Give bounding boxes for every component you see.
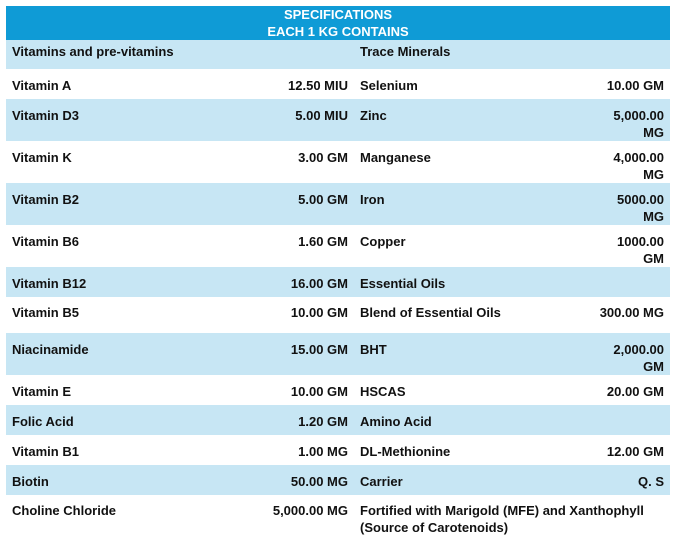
vitamin-value: 5.00 MIU bbox=[206, 99, 354, 141]
mineral-value: 2,000.00 GM bbox=[590, 333, 671, 375]
vitamin-name: Vitamin B1 bbox=[6, 435, 206, 465]
table-row: Vitamin E 10.00 GM HSCAS 20.00 GM bbox=[6, 375, 671, 405]
vitamin-name: Biotin bbox=[6, 465, 206, 495]
table-header: SPECIFICATIONS EACH 1 KG CONTAINS bbox=[6, 6, 671, 40]
mineral-name: Amino Acid bbox=[354, 405, 590, 435]
vitamin-name: Vitamin B12 bbox=[6, 267, 206, 297]
header-title: SPECIFICATIONS bbox=[283, 7, 393, 22]
vitamin-value: 1.60 GM bbox=[206, 225, 354, 267]
mineral-value: 300.00 MG bbox=[590, 297, 671, 333]
mineral-value: 4,000.00 MG bbox=[590, 141, 671, 183]
vitamin-name: Vitamin D3 bbox=[6, 99, 206, 141]
mineral-name: Iron bbox=[354, 183, 590, 225]
vitamin-value: 1.20 GM bbox=[206, 405, 354, 435]
table-row: Vitamin B1 1.00 MG DL-Methionine 12.00 GM bbox=[6, 435, 671, 465]
mineral-name: Zinc bbox=[354, 99, 590, 141]
vitamin-value: 10.00 GM bbox=[206, 375, 354, 405]
vitamin-name: Niacinamide bbox=[6, 333, 206, 375]
table-row: Vitamin A 12.50 MIU Selenium 10.00 GM bbox=[6, 69, 671, 99]
mineral-name: Fortified with Marigold (MFE) and Xantho… bbox=[354, 495, 671, 536]
header-subtitle: EACH 1 KG CONTAINS bbox=[267, 24, 409, 39]
vitamin-name: Choline Chloride bbox=[6, 495, 206, 536]
mineral-name: Essential Oils bbox=[354, 267, 590, 297]
mineral-value: 5,000.00 MG bbox=[590, 99, 671, 141]
table-row: Niacinamide 15.00 GM BHT 2,000.00 GM bbox=[6, 333, 671, 375]
mineral-value: 1000.00 GM bbox=[590, 225, 671, 267]
vitamin-value: 5.00 GM bbox=[206, 183, 354, 225]
mineral-value bbox=[590, 267, 671, 297]
vitamin-value: 5,000.00 MG bbox=[206, 495, 354, 536]
mineral-name: Selenium bbox=[354, 69, 590, 99]
vitamin-name: Vitamin B6 bbox=[6, 225, 206, 267]
vitamin-name: Vitamin E bbox=[6, 375, 206, 405]
vitamin-name: Vitamin K bbox=[6, 141, 206, 183]
section-header-row: Vitamins and pre-vitamins Trace Minerals bbox=[6, 40, 671, 69]
vitamin-name: Vitamin B2 bbox=[6, 183, 206, 225]
section-left-label: Vitamins and pre-vitamins bbox=[6, 40, 354, 69]
vitamin-name: Folic Acid bbox=[6, 405, 206, 435]
vitamin-value: 50.00 MG bbox=[206, 465, 354, 495]
table-row: Vitamin B12 16.00 GM Essential Oils bbox=[6, 267, 671, 297]
header-cell: SPECIFICATIONS EACH 1 KG CONTAINS bbox=[6, 6, 671, 40]
table-row: Folic Acid 1.20 GM Amino Acid bbox=[6, 405, 671, 435]
mineral-value: 5000.00 MG bbox=[590, 183, 671, 225]
table-row: Biotin 50.00 MG Carrier Q. S bbox=[6, 465, 671, 495]
vitamin-value: 15.00 GM bbox=[206, 333, 354, 375]
specifications-table: SPECIFICATIONS EACH 1 KG CONTAINS Vitami… bbox=[6, 6, 671, 536]
table-row: Vitamin D3 5.00 MIU Zinc 5,000.00 MG bbox=[6, 99, 671, 141]
mineral-value: Q. S bbox=[590, 465, 671, 495]
table-row: Choline Chloride 5,000.00 MG Fortified wit… bbox=[6, 495, 671, 536]
vitamin-name: Vitamin A bbox=[6, 69, 206, 99]
table-row: Vitamin B6 1.60 GM Copper 1000.00 GM bbox=[6, 225, 671, 267]
table-row: Vitamin B5 10.00 GM Blend of Essential Oil… bbox=[6, 297, 671, 333]
vitamin-value: 3.00 GM bbox=[206, 141, 354, 183]
table-row: Vitamin K 3.00 GM Manganese 4,000.00 MG bbox=[6, 141, 671, 183]
vitamin-name: Vitamin B5 bbox=[6, 297, 206, 333]
mineral-name: Manganese bbox=[354, 141, 590, 183]
section-right-label: Trace Minerals bbox=[354, 40, 671, 69]
mineral-value: 12.00 GM bbox=[590, 435, 671, 465]
mineral-name: Blend of Essential Oils bbox=[354, 297, 590, 333]
vitamin-value: 12.50 MIU bbox=[206, 69, 354, 99]
vitamin-value: 1.00 MG bbox=[206, 435, 354, 465]
table-row: Vitamin B2 5.00 GM Iron 5000.00 MG bbox=[6, 183, 671, 225]
mineral-name: DL-Methionine bbox=[354, 435, 590, 465]
vitamin-value: 16.00 GM bbox=[206, 267, 354, 297]
mineral-value: 20.00 GM bbox=[590, 375, 671, 405]
mineral-name: Copper bbox=[354, 225, 590, 267]
mineral-name: Carrier bbox=[354, 465, 590, 495]
vitamin-value: 10.00 GM bbox=[206, 297, 354, 333]
mineral-value bbox=[590, 405, 671, 435]
specifications-table-container: SPECIFICATIONS EACH 1 KG CONTAINS Vitami… bbox=[6, 6, 671, 536]
mineral-value: 10.00 GM bbox=[590, 69, 671, 99]
mineral-name: BHT bbox=[354, 333, 590, 375]
mineral-name: HSCAS bbox=[354, 375, 590, 405]
